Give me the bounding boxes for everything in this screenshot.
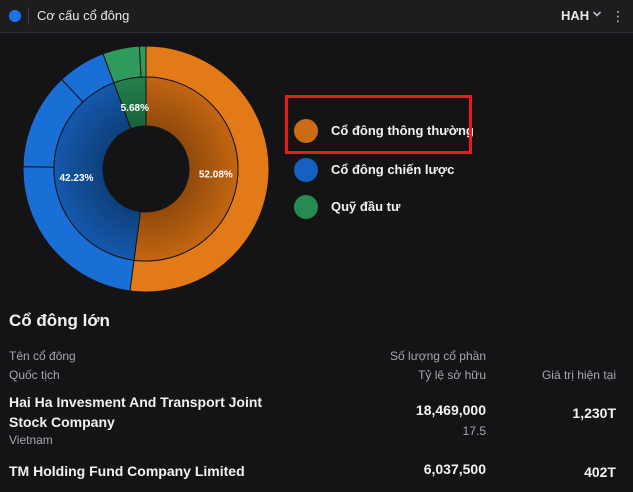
legend-label: Quỹ đầu tư	[331, 199, 401, 214]
data-label-orange: 52.08%	[199, 170, 233, 181]
shareholder-ratio: 17.5	[462, 424, 486, 438]
widget-header: Cơ cấu cổ đông HAH ⋮	[0, 0, 633, 33]
legend-label: Cổ đông thông thường	[331, 123, 474, 138]
data-label-blue: 42.23%	[59, 173, 93, 184]
widget-color-dot-icon	[9, 10, 21, 22]
shareholder-value: 402T	[584, 464, 616, 480]
column-header-nationality: Quốc tịch	[9, 368, 60, 382]
highlight-box	[285, 95, 472, 154]
header-divider	[28, 7, 29, 25]
column-header-ratio: Tỷ lệ sở hữu	[418, 368, 486, 382]
widget-title: Cơ cấu cổ đông	[37, 8, 130, 23]
legend-item-common[interactable]: Cổ đông thông thường	[294, 118, 554, 144]
shareholder-name: Hai Ha Invesment And Transport Joint Sto…	[9, 394, 263, 430]
legend-label: Cổ đông chiến lược	[331, 162, 455, 177]
shareholder-value: 1,230T	[572, 405, 616, 421]
legend-item-fund[interactable]: Quỹ đầu tư	[294, 194, 554, 220]
legend-swatch-blue	[294, 158, 318, 182]
shareholder-structure-chart: 52.08% 42.23% 5.68%	[22, 45, 270, 293]
inner-slice-green[interactable]	[113, 76, 147, 130]
major-shareholders-title: Cổ đông lớn	[9, 311, 110, 330]
column-header-value: Giá trị hiện tại	[541, 368, 616, 382]
legend-swatch-green	[294, 195, 318, 219]
shareholder-shares: 18,469,000	[415, 402, 486, 418]
inner-slice-blue[interactable]	[53, 82, 141, 261]
column-header-name: Tên cổ đông	[9, 349, 76, 363]
legend-swatch-orange	[294, 119, 318, 143]
column-header-shares: Số lượng cổ phần	[390, 349, 486, 363]
ticker-selector[interactable]: HAH	[561, 8, 590, 23]
data-label-green: 5.68%	[121, 103, 149, 114]
chevron-down-icon[interactable]	[592, 9, 602, 19]
more-options-icon[interactable]: ⋮	[611, 8, 625, 24]
inner-slice-orange[interactable]	[133, 76, 239, 262]
legend-item-strategic[interactable]: Cổ đông chiến lược	[294, 157, 554, 183]
shareholder-nationality: Vietnam	[9, 433, 53, 447]
shareholder-shares: 6,037,500	[423, 461, 486, 477]
outer-slice-green[interactable]	[138, 45, 147, 78]
shareholder-name: TM Holding Fund Company Limited	[9, 463, 245, 479]
